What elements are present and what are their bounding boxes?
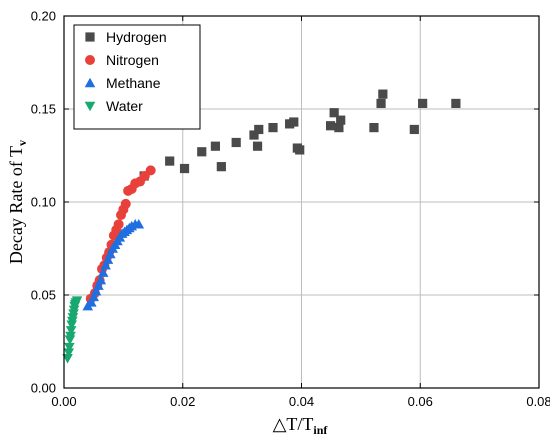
y-tick-label: 0.05 [31, 288, 56, 303]
y-axis-title-subscript: v [15, 140, 29, 146]
water-point [71, 296, 83, 306]
hydrogen-point [249, 130, 259, 140]
legend-marker-hydrogen [85, 32, 95, 42]
legend-marker-methane [84, 77, 96, 88]
hydrogen-point [418, 98, 428, 109]
hydrogen-point [289, 117, 299, 127]
water-point [65, 331, 76, 342]
legend: Hydrogen Nitrogen Methane Water [73, 24, 201, 130]
methane-point [105, 248, 116, 259]
methane-point [88, 291, 99, 302]
hydrogen-point [451, 98, 461, 109]
water-point [66, 320, 78, 331]
y-tick-label: 0.15 [31, 102, 56, 117]
x-tick-label: 0.00 [51, 394, 76, 409]
water-point [67, 316, 78, 327]
legend-label-methane: Methane [106, 75, 161, 91]
methane-point [100, 259, 111, 270]
water-point [68, 309, 79, 319]
x-tick-label: 0.02 [170, 394, 195, 409]
hydrogen-point [376, 98, 386, 109]
hydrogen-point [369, 123, 379, 133]
x-tick-label: 0.06 [408, 394, 433, 409]
legend-label-nitrogen: Nitrogen [106, 52, 159, 68]
hydrogen-point [334, 123, 344, 133]
hydrogen-point [329, 108, 339, 118]
x-axis-title: △T/Tinf [273, 414, 329, 437]
y-axis-title: Decay Rate of Tv [6, 140, 29, 264]
hydrogen-point [231, 137, 241, 148]
hydrogen-point [197, 147, 207, 157]
legend-marker-water [84, 101, 96, 112]
x-axis-title-subscript: inf [313, 423, 328, 437]
methane-point [95, 274, 107, 285]
hydrogen-point [179, 163, 190, 174]
data-markers [62, 89, 461, 364]
legend-box [73, 24, 201, 130]
nitrogen-point [145, 165, 156, 176]
hydrogen-point [336, 115, 346, 125]
water-point [62, 354, 73, 364]
y-axis-title-main: Decay Rate of T [6, 146, 26, 264]
y-tick-label: 0.10 [31, 195, 56, 210]
water-point [64, 342, 75, 353]
nitrogen-point [113, 219, 124, 230]
nitrogen-point [120, 198, 131, 209]
hydrogen-point [252, 141, 263, 151]
water-point [67, 313, 79, 323]
x-tick-label: 0.04 [289, 394, 314, 409]
water-point [63, 348, 75, 358]
hydrogen-point [295, 145, 305, 155]
x-axis-title-main: △T/T [273, 414, 314, 434]
methane-point [102, 254, 114, 264]
methane-point [133, 219, 145, 229]
water-point [68, 305, 80, 316]
axes: 0.00 0.02 0.04 0.06 0.08 0.00 0.05 0.10 0.15 0.20 [31, 9, 550, 410]
hydrogen-point [210, 141, 221, 151]
methane-point [90, 285, 102, 296]
hydrogen-point [268, 123, 278, 133]
legend-marker-nitrogen [85, 55, 95, 65]
hydrogen-point [165, 156, 175, 166]
y-tick-label: 0.00 [31, 381, 56, 396]
water-point [65, 326, 77, 336]
legend-label-hydrogen: Hydrogen [106, 29, 167, 45]
hydrogen-point [216, 162, 226, 172]
y-tick-label: 0.20 [31, 9, 56, 24]
hydrogen-point [378, 89, 388, 99]
methane-point [86, 297, 97, 307]
legend-label-water: Water [106, 98, 143, 114]
water-point [64, 335, 76, 345]
x-tick-label: 0.08 [526, 394, 550, 409]
hydrogen-point [325, 121, 336, 131]
hydrogen-point [409, 124, 419, 135]
methane-point [93, 280, 104, 290]
methane-point [97, 267, 109, 277]
hydrogen-point [254, 124, 264, 135]
